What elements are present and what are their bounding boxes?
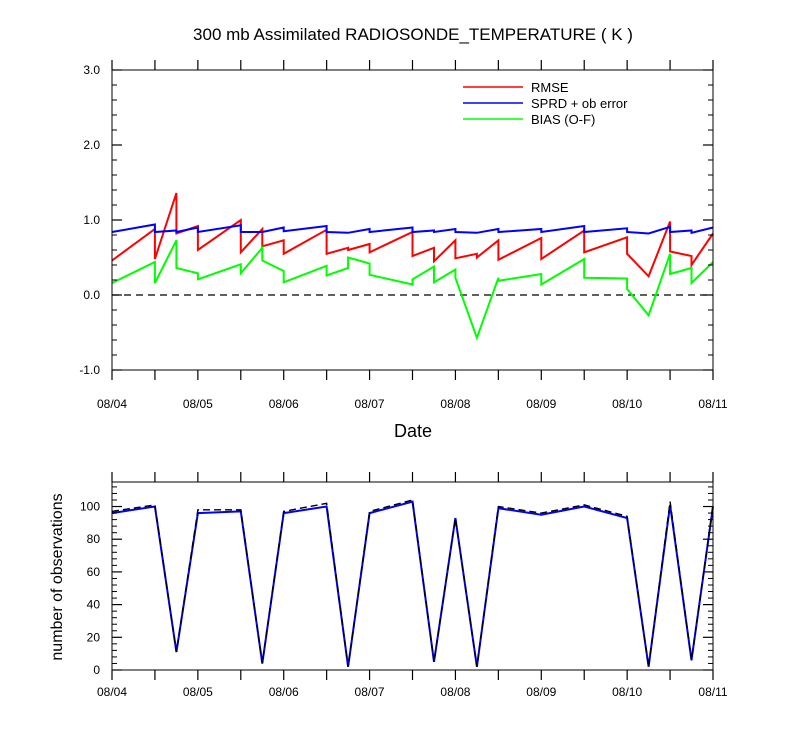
top-axis-ticks: -1.0 0.0 1.0 2.0 3.0 08/04 08/05 08/06 08/07 08/0…: [79, 60, 728, 411]
x-tick-label: 08/07: [355, 397, 385, 411]
x-tick-label: 08/06: [269, 397, 299, 411]
bottom-plot-frame: [111, 481, 714, 671]
y-tick-label: 0: [93, 663, 100, 677]
legend-label: BIAS (O-F): [531, 112, 595, 127]
x-tick-label: 08/05: [183, 685, 213, 699]
y-tick-label: 60: [87, 565, 101, 579]
x-tick-label: 08/07: [355, 685, 385, 699]
x-tick-label: 08/04: [97, 685, 127, 699]
x-tick-label: 08/06: [269, 685, 299, 699]
top-series-group: [111, 192, 714, 341]
series-line-bias-o-f: [111, 239, 714, 341]
chart-title: 300 mb Assimilated RADIOSONDE_TEMPERATUR…: [193, 25, 633, 44]
series-line-rmse: [111, 192, 714, 279]
series-line-sprd-ob-error: [111, 223, 714, 235]
x-tick-label: 08/11: [698, 685, 727, 699]
y-tick-label: 3.0: [83, 63, 100, 77]
series-line-assimilated: [111, 500, 714, 667]
y-tick-label: 1.0: [83, 213, 100, 227]
x-tick-label: 08/09: [526, 397, 556, 411]
x-tick-label: 08/10: [612, 397, 642, 411]
y-axis-label: number of observations: [49, 493, 66, 660]
x-tick-label: 08/08: [440, 685, 470, 699]
y-tick-label: 100: [80, 500, 100, 514]
x-tick-label: 08/09: [526, 685, 556, 699]
series-line-possible: [111, 499, 714, 667]
top-plot-frame: [111, 69, 714, 371]
y-tick-label: 0.0: [83, 288, 100, 302]
legend-label: RMSE: [531, 80, 569, 95]
y-tick-label: -1.0: [79, 363, 100, 377]
x-tick-label: 08/08: [440, 397, 470, 411]
bottom-axis-ticks: 0 20 40 60 80 100 08/04 08/05 08/06 08/07 08/08 08/…: [80, 472, 728, 699]
x-tick-label: 08/11: [698, 397, 727, 411]
x-axis-label: Date: [394, 421, 432, 441]
x-tick-label: 08/04: [97, 397, 127, 411]
y-tick-label: 20: [87, 630, 101, 644]
legend-label: SPRD + ob error: [531, 96, 628, 111]
y-tick-label: 40: [87, 598, 101, 612]
bottom-series-group: [111, 499, 714, 667]
x-tick-label: 08/10: [612, 685, 642, 699]
x-tick-label: 08/05: [183, 397, 213, 411]
y-tick-label: 80: [87, 532, 101, 546]
y-tick-label: 2.0: [83, 138, 100, 152]
